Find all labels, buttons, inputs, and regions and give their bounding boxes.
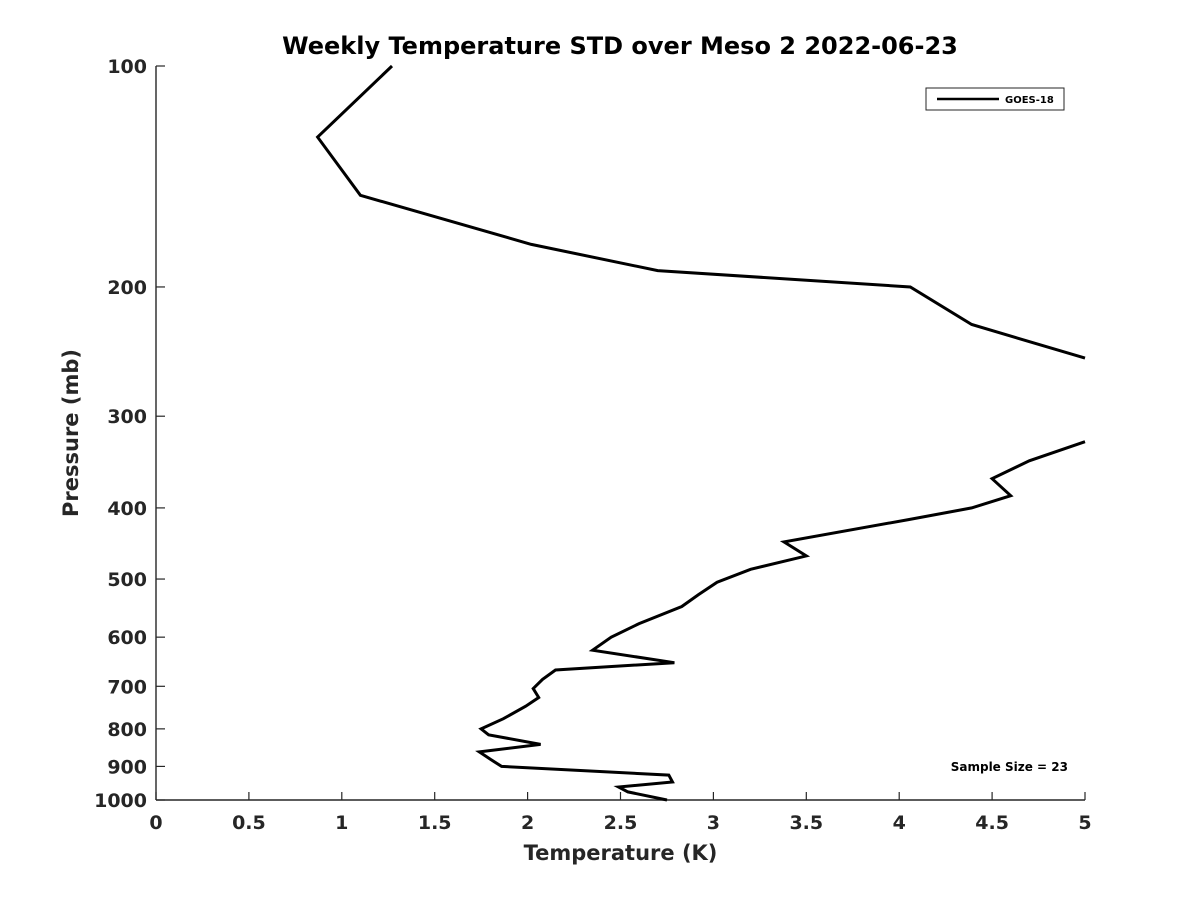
x-ticks: 0 0.5 1 1.5 2 2.5 3 3.5 4 4.5 5 <box>149 792 1092 834</box>
y-ticks: 100 200 300 400 500 600 700 800 900 1000 <box>94 56 165 812</box>
x-tick-label: 3.5 <box>789 812 823 834</box>
y-tick-label: 100 <box>107 56 147 78</box>
x-tick-label: 1 <box>335 812 348 834</box>
sample-size-annotation: Sample Size = 23 <box>951 760 1068 774</box>
y-tick-label: 200 <box>107 277 147 299</box>
legend: GOES-18 <box>925 87 1065 111</box>
y-tick-label: 1000 <box>94 790 147 812</box>
x-tick-label: 3 <box>707 812 720 834</box>
y-axis-label: Pressure (mb) <box>59 349 83 517</box>
x-axis-label: Temperature (K) <box>524 841 718 865</box>
y-tick-label: 800 <box>107 719 147 741</box>
axes <box>155 66 1085 801</box>
x-tick-label: 2 <box>521 812 534 834</box>
y-tick-label: 900 <box>107 756 147 778</box>
chart-title: Weekly Temperature STD over Meso 2 2022-… <box>282 32 958 60</box>
x-tick-label: 0 <box>149 812 162 834</box>
y-tick-label: 700 <box>107 676 147 698</box>
series-line-segment <box>315 64 1086 360</box>
y-tick-label: 500 <box>107 569 147 591</box>
y-tick-label: 300 <box>107 406 147 428</box>
legend-label: GOES-18 <box>1005 95 1054 106</box>
series-lines <box>315 64 1086 802</box>
x-tick-label: 4 <box>893 812 906 834</box>
x-tick-label: 1.5 <box>418 812 452 834</box>
x-tick-label: 5 <box>1078 812 1091 834</box>
x-tick-label: 2.5 <box>604 812 638 834</box>
y-tick-label: 600 <box>107 627 147 649</box>
x-tick-label: 4.5 <box>975 812 1009 834</box>
y-tick-label: 400 <box>107 498 147 520</box>
series-line-segment <box>475 440 1086 802</box>
x-tick-label: 0.5 <box>232 812 266 834</box>
